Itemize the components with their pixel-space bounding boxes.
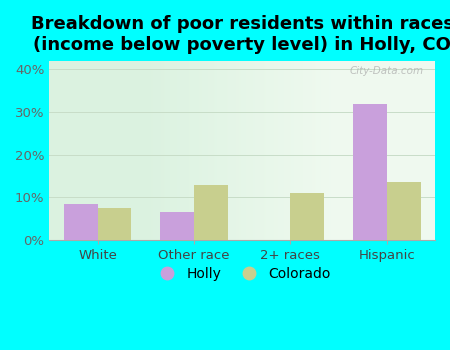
Title: Breakdown of poor residents within races
(income below poverty level) in Holly, : Breakdown of poor residents within races… — [31, 15, 450, 54]
Bar — [353, 104, 387, 240]
Bar — [290, 193, 324, 240]
Legend: Holly, Colorado: Holly, Colorado — [148, 262, 337, 287]
Bar — [64, 204, 98, 240]
Bar — [98, 208, 131, 240]
Bar — [160, 212, 194, 240]
Bar — [387, 182, 421, 240]
Bar — [194, 185, 228, 240]
Text: City-Data.com: City-Data.com — [349, 66, 423, 76]
